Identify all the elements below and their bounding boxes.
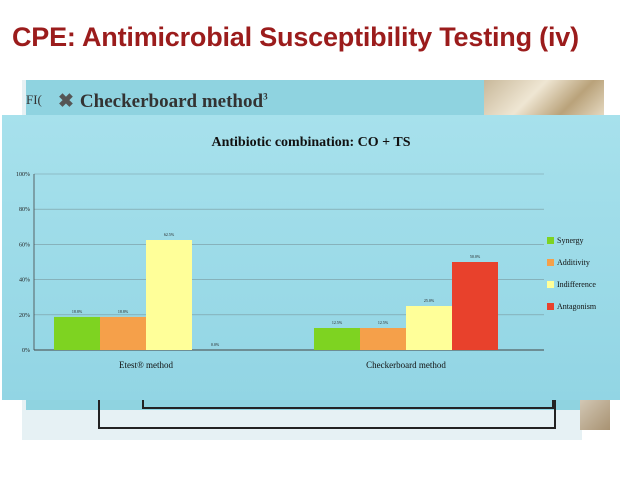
bar-chart: 0% 20% 40% 60% 80% 100% 18.8% 18.8% 62.5% 0.0% Ete… — [16, 172, 597, 370]
bar — [452, 262, 498, 350]
background-heading-text: Checkerboard method — [79, 91, 264, 112]
figure-label: FI( — [26, 92, 42, 107]
data-label: 12.5% — [378, 320, 389, 325]
legend-swatch — [547, 259, 554, 266]
legend-label: Additivity — [557, 258, 590, 267]
data-label: 62.5% — [164, 232, 175, 237]
slide-title: CPE: Antimicrobial Susceptibility Testin… — [12, 22, 579, 52]
chart-panel: Antibiotic combination: CO + TS 0% 20% 40%… — [2, 115, 620, 400]
y-tick-label: 100% — [16, 172, 30, 178]
background-heading: ✖ Checkerboard method3 — [58, 90, 268, 113]
data-label: 12.5% — [332, 320, 343, 325]
bar — [314, 328, 360, 350]
x-tick-label: Checkerboard method — [366, 360, 446, 370]
legend-swatch — [547, 281, 554, 288]
background-table-inner-outline — [142, 395, 554, 409]
y-tick-label: 20% — [19, 313, 30, 319]
data-label: 0.0% — [211, 342, 220, 347]
y-tick-label: 0% — [22, 348, 30, 354]
background-table-outline — [98, 395, 556, 429]
legend-swatch — [547, 303, 554, 310]
legend-swatch — [547, 237, 554, 244]
legend-label: Antagonism — [557, 302, 597, 311]
y-tick-label: 80% — [19, 207, 30, 213]
data-label: 18.8% — [72, 309, 83, 314]
bar — [100, 316, 146, 350]
y-tick-label: 60% — [19, 242, 30, 248]
bar — [54, 316, 100, 350]
data-label: 25.0% — [424, 298, 435, 303]
bar — [360, 328, 406, 350]
x-tick-label: Etest® method — [119, 360, 174, 370]
bar — [406, 306, 452, 350]
background-photo — [484, 80, 604, 118]
chart-title: Antibiotic combination: CO + TS — [211, 135, 411, 150]
x-bullet-icon: ✖ — [58, 91, 74, 112]
data-label: 18.8% — [118, 309, 129, 314]
data-label: 50.0% — [470, 254, 481, 259]
legend-label: Indifference — [557, 280, 596, 289]
y-tick-label: 40% — [19, 278, 30, 284]
background-heading-sup: 3 — [263, 91, 268, 102]
bar — [146, 240, 192, 350]
legend-label: Synergy — [557, 236, 584, 245]
